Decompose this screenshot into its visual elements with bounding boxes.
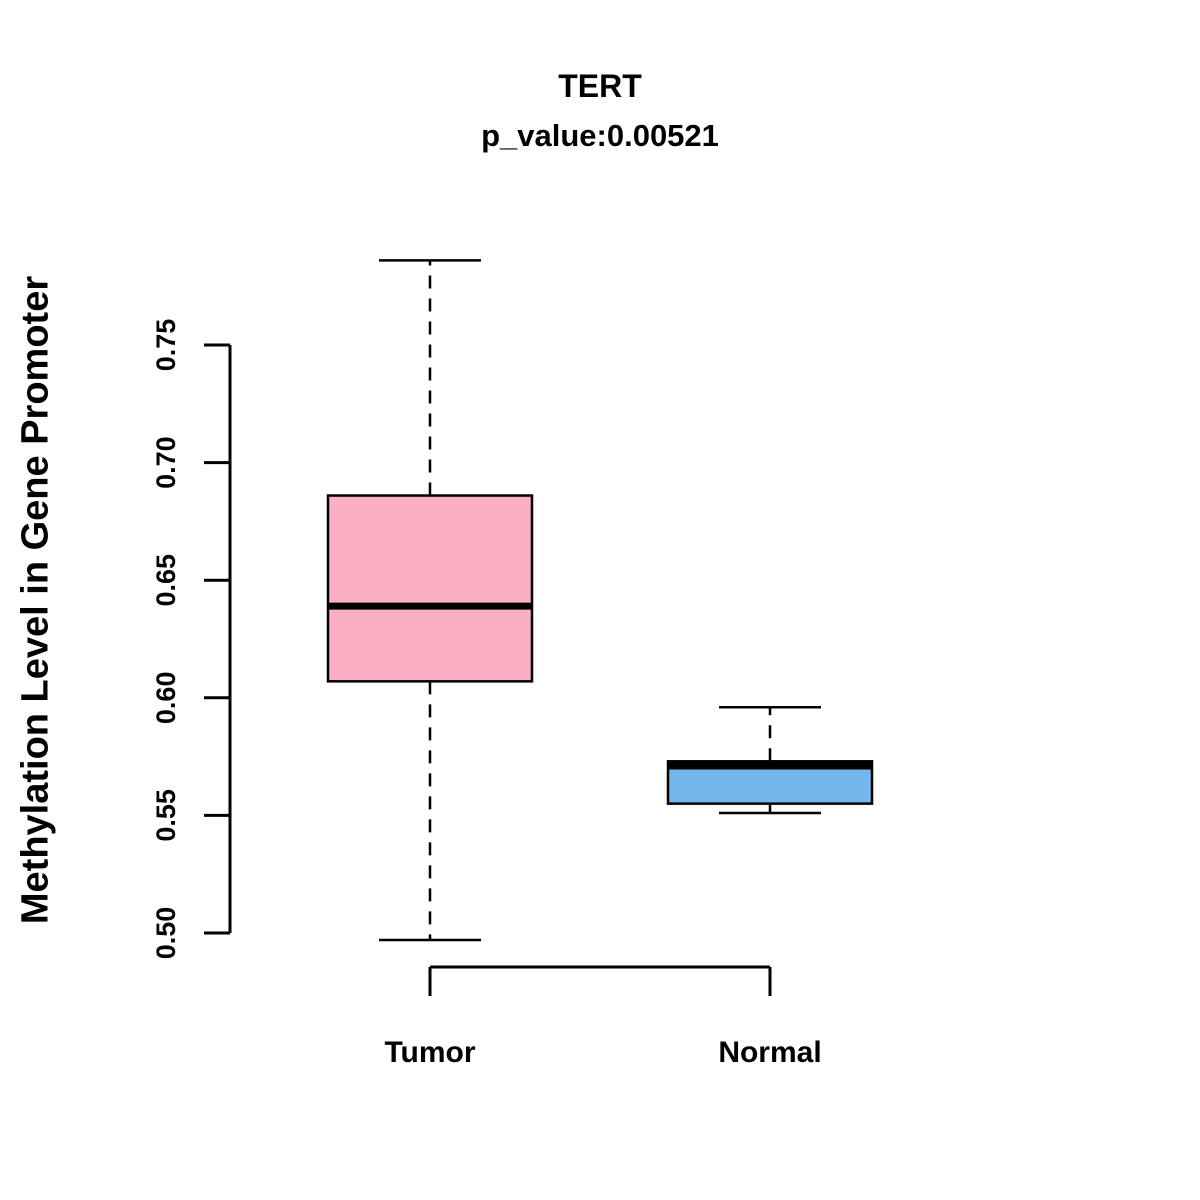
y-tick-label: 0.70 [151,436,181,489]
tumor-box [326,494,534,683]
y-tick-label: 0.55 [151,789,181,842]
chart-subtitle-pvalue: p_value:0.00521 [481,118,719,153]
x-category-label: Tumor [384,1036,475,1069]
y-tick-label: 0.50 [151,907,181,960]
y-tick-label: 0.60 [151,672,181,725]
y-tick-label: 0.65 [151,554,181,607]
y-tick-label: 0.75 [151,319,181,372]
x-category-label: Normal [718,1036,821,1069]
chart-title: TERT [558,68,642,104]
